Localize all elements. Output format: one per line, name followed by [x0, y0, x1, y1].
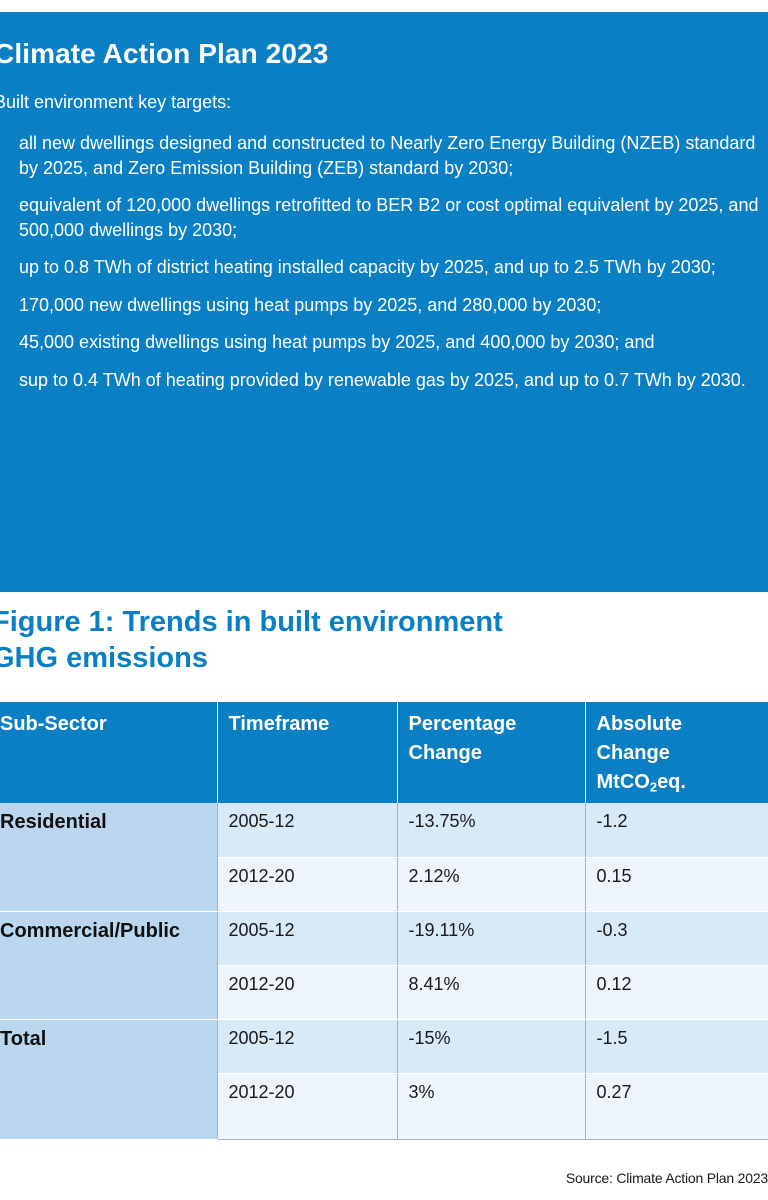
subsector-cell: Total — [0, 1019, 218, 1140]
targets-list: all new dwellings designed and construct… — [19, 131, 768, 405]
percentage-cell: 8.41% — [397, 965, 586, 1020]
header-absolute-change: Absolute Change MtCO2eq. — [585, 702, 768, 803]
absolute-cell: -0.3 — [585, 911, 768, 966]
timeframe-cell: 2012-20 — [217, 1073, 398, 1140]
target-item: all new dwellings designed and construct… — [19, 133, 756, 178]
table-row: 2012-20 2.12% 0.15 — [0, 857, 768, 912]
target-item: up to 0.8 TWh of district heating instal… — [19, 257, 716, 277]
timeframe-cell: 2005-12 — [217, 1019, 398, 1074]
header-absolute-tail: eq. — [657, 771, 686, 793]
percentage-cell: -19.11% — [397, 911, 586, 966]
header-timeframe: Timeframe — [217, 702, 398, 803]
panel-intro: Built environment key targets: — [0, 92, 232, 112]
target-item: 170,000 new dwellings using heat pumps b… — [19, 294, 602, 315]
header-absolute-main: Absolute Change MtCO — [596, 713, 683, 793]
header-percentage-change: Percentage Change — [397, 702, 586, 803]
table-row: 2012-20 3% 0.27 — [0, 1073, 768, 1140]
panel-title: Climate Action Plan 2023 — [0, 38, 329, 69]
target-item: sup to 0.4 TWh of heating provided by re… — [19, 369, 746, 390]
figure-title-line-1: Figure 1: Trends in built environment — [0, 606, 503, 638]
timeframe-cell: 2012-20 — [217, 857, 398, 912]
table-row: Total 2005-12 -15% -1.5 — [0, 1019, 768, 1140]
absolute-cell: 0.27 — [585, 1073, 768, 1140]
figure-title-line-2: GHG emissions — [0, 642, 208, 674]
percentage-cell: 2.12% — [397, 857, 586, 912]
timeframe-cell: 2005-12 — [217, 911, 398, 966]
timeframe-cell: 2005-12 — [217, 803, 398, 858]
timeframe-cell: 2012-20 — [217, 965, 398, 1020]
subsector-cell: Residential — [0, 803, 218, 912]
percentage-cell: 3% — [397, 1073, 586, 1140]
table-row: 2012-20 8.41% 0.12 — [0, 965, 768, 1020]
emissions-table: Sub-Sector Timeframe Percentage Change A… — [0, 702, 768, 1140]
source-note: Source: Climate Action Plan 2023 — [565, 1170, 768, 1186]
absolute-cell: -1.2 — [585, 803, 768, 858]
header-absolute-subscript: 2 — [649, 779, 658, 795]
header-subsector: Sub-Sector — [0, 702, 218, 803]
subsector-cell: Commercial/Public — [0, 911, 218, 1020]
absolute-cell: 0.15 — [585, 857, 768, 912]
percentage-cell: -13.75% — [397, 803, 586, 858]
absolute-cell: 0.12 — [585, 965, 768, 1020]
target-item: 45,000 existing dwellings using heat pum… — [19, 332, 655, 352]
target-item: equivalent of 120,000 dwellings retrofit… — [19, 195, 759, 240]
figure-title: Figure 1: Trends in built environment GH… — [0, 604, 503, 676]
percentage-cell: -15% — [397, 1019, 586, 1074]
absolute-cell: -1.5 — [585, 1019, 768, 1074]
table-header-row: Sub-Sector Timeframe Percentage Change A… — [0, 702, 768, 803]
key-targets-panel: Climate Action Plan 2023 Built environme… — [0, 12, 768, 592]
table-row: Commercial/Public 2005-12 -19.11% -0.3 — [0, 911, 768, 1020]
table-row: Residential 2005-12 -13.75% -1.2 — [0, 803, 768, 912]
